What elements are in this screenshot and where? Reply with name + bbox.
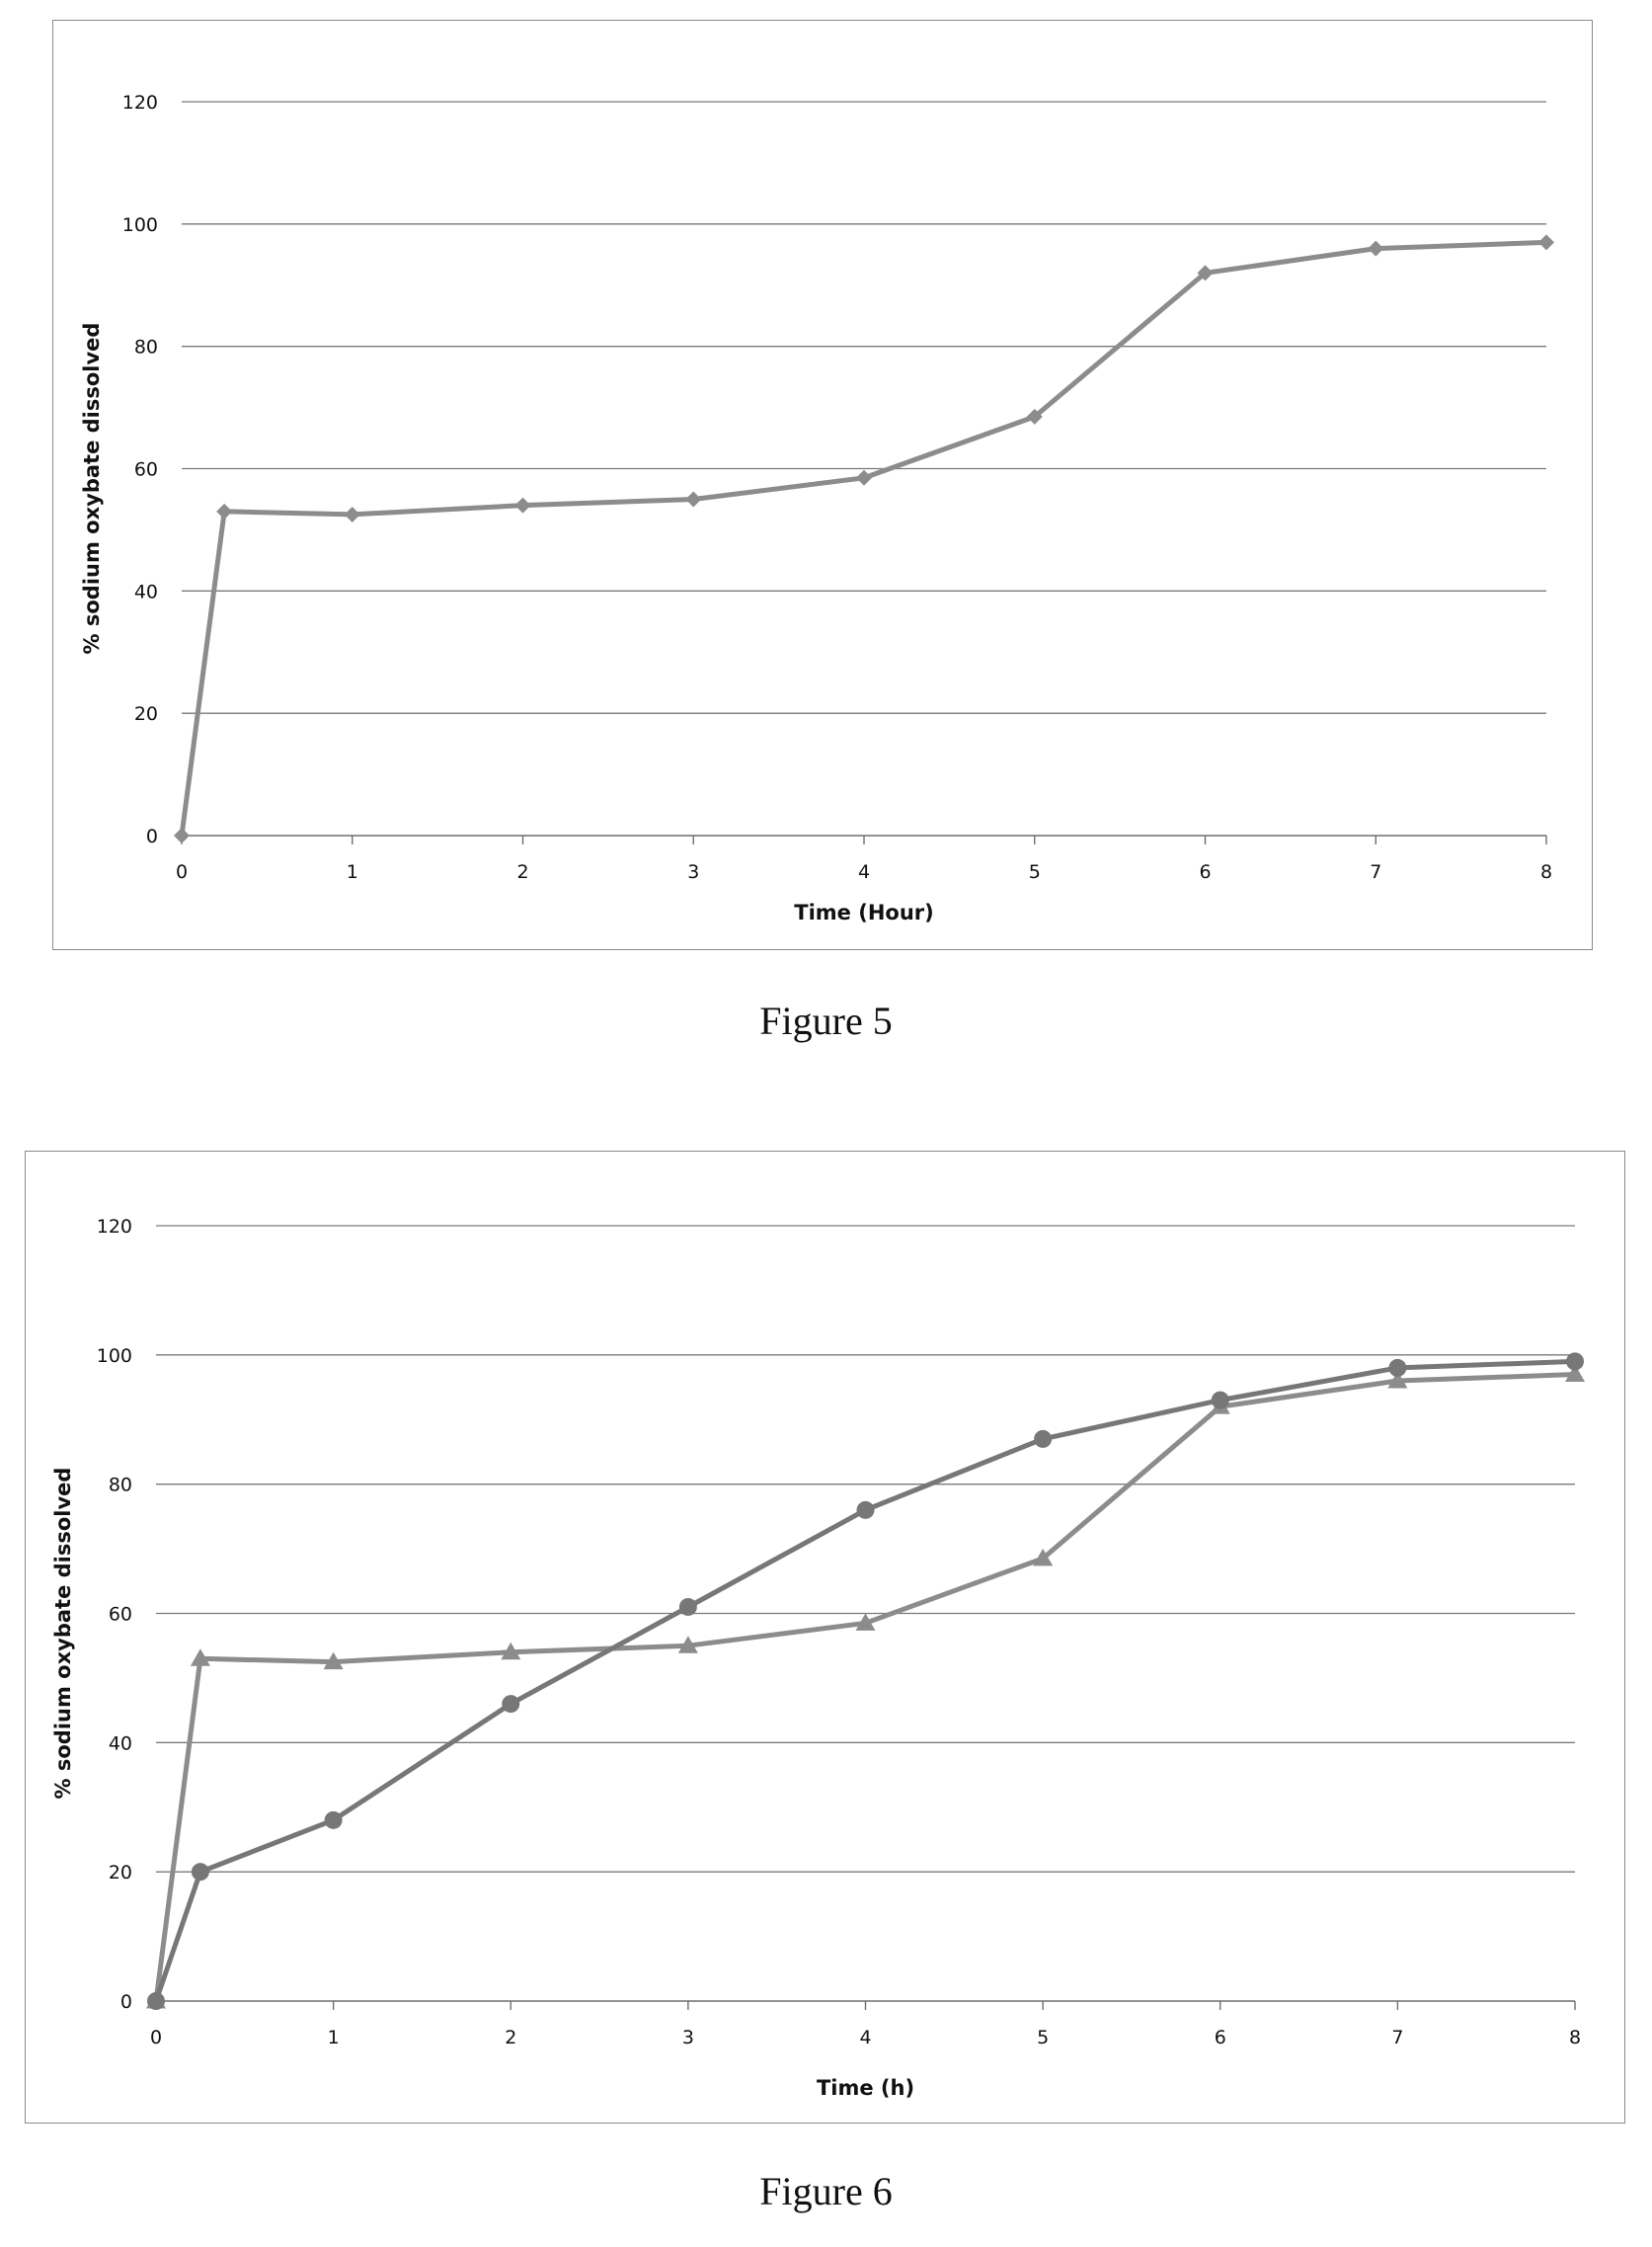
chart5-x-tick-label: 1: [347, 861, 358, 883]
chart6-x-tick-label: 8: [1569, 2027, 1581, 2048]
chart6-data-point-triangle: [1033, 1548, 1054, 1566]
chart6-x-tick-label: 7: [1391, 2027, 1403, 2048]
chart5-data-point-diamond: [174, 828, 190, 843]
chart6-data-point-circle: [678, 1597, 697, 1616]
chart6-y-axis-title: % sodium oxybate dissolved: [51, 1468, 75, 1800]
chart5-x-tick-label: 0: [176, 861, 188, 883]
chart6-data-point-triangle: [855, 1613, 876, 1631]
chart6-x-axis-title: Time (h): [817, 2076, 914, 2100]
chart5-data-point-diamond: [216, 503, 233, 520]
chart5-y-tick-label: 20: [134, 703, 158, 725]
figure-5-caption: Figure 5: [759, 999, 893, 1043]
chart6-x-tick-label: 1: [328, 2027, 340, 2048]
chart6-data-point-triangle: [501, 1642, 521, 1660]
chart5-data-point-diamond: [1197, 265, 1214, 281]
chart5-gridlines: [182, 101, 1546, 714]
chart6-y-tick-label: 40: [109, 1732, 132, 1754]
chart5-y-tick-label: 0: [146, 826, 158, 847]
chart5-x-tick-label: 2: [516, 861, 528, 883]
chart6-series-line-triangle: [153, 1372, 1578, 2004]
figure-6-chart: 0 20 40 60 80 100 120 0 1 2 3 4 5 6 7 8 Time (h) % sodium…: [51, 1216, 1585, 2100]
chart6-data-point-triangle: [677, 1636, 698, 1653]
chart6-x-tick-label: 6: [1215, 2027, 1226, 2048]
chart6-data-point-circle: [856, 1500, 875, 1519]
chart5-data-point-diamond: [344, 506, 360, 522]
chart6-data-point-circle: [147, 1992, 165, 2010]
chart6-data-point-circle: [324, 1810, 343, 1829]
chart5-data-point-diamond: [685, 491, 702, 508]
chart6-gridlines: [156, 1225, 1575, 1873]
chart5-x-axis-title: Time (Hour): [794, 901, 933, 924]
figure-6-chart-panel: 0 20 40 60 80 100 120 0 1 2 3 4 5 6 7 8 Time (h) % sodium…: [25, 1151, 1625, 2124]
chart6-data-point-triangle: [323, 1651, 344, 1670]
chart6-x-tick-label: 4: [859, 2027, 871, 2048]
chart6-y-tick-label: 100: [97, 1345, 132, 1367]
chart6-data-point-triangle: [1387, 1371, 1408, 1389]
chart6-x-tick-label: 0: [150, 2027, 162, 2048]
chart5-data-point-diamond: [1026, 408, 1043, 425]
chart6-data-point-circle: [191, 1863, 209, 1882]
chart5-x-tick-label: 5: [1029, 861, 1041, 883]
chart5-y-tick-label: 40: [134, 581, 158, 602]
chart6-x-tick-label: 2: [505, 2027, 516, 2048]
chart5-data-point-diamond: [1538, 234, 1554, 251]
chart6-y-tick-label: 80: [109, 1475, 132, 1496]
chart5-data-point-diamond: [514, 497, 531, 514]
chart5-y-tick-label: 120: [122, 92, 158, 114]
chart6-y-tick-label: 120: [97, 1216, 132, 1238]
chart6-y-tick-label: 20: [109, 1862, 132, 1884]
figure-5-chart-panel: 0 20 40 60 80 100 120 0 1 2 3 4 5 6 7 8 Time (Hour) % sod…: [52, 20, 1593, 950]
figure-5-chart: 0 20 40 60 80 100 120 0 1 2 3 4 5 6 7 8 Time (Hour) % sod…: [80, 92, 1554, 924]
chart5-y-tick-label: 60: [134, 459, 158, 481]
chart5-x-tick-label: 6: [1199, 861, 1211, 883]
chart5-x-tick-label: 4: [858, 861, 870, 883]
chart6-series-line-circle: [153, 1358, 1578, 2004]
chart6-data-point-circle: [1211, 1391, 1229, 1409]
chart5-data-point-diamond: [1368, 240, 1384, 257]
chart5-data-point-diamond: [856, 469, 872, 486]
figure-6-caption: Figure 6: [759, 2169, 893, 2213]
chart6-data-point-triangle: [1565, 1364, 1585, 1382]
chart6-series-triangle: [146, 1364, 1585, 2009]
chart6-data-point-circle: [502, 1695, 520, 1714]
chart5-series-diamond: [174, 234, 1554, 843]
chart6-x-tick-label: 5: [1037, 2027, 1049, 2048]
chart5-y-axis-title: % sodium oxybate dissolved: [80, 323, 104, 655]
chart5-x-tick-label: 3: [687, 861, 699, 883]
chart6-data-point-circle: [1388, 1358, 1407, 1377]
chart6-y-tick-label: 60: [109, 1604, 132, 1626]
chart5-x-tick-label: 7: [1370, 861, 1381, 883]
chart6-series-circle: [147, 1352, 1584, 2010]
chart6-data-point-circle: [1566, 1352, 1584, 1371]
chart6-y-tick-label: 0: [120, 1991, 132, 2013]
chart5-x-tick-label: 8: [1540, 861, 1552, 883]
chart6-x-tick-label: 3: [682, 2027, 694, 2048]
chart6-data-point-triangle: [190, 1648, 210, 1666]
chart5-y-tick-label: 80: [134, 337, 158, 359]
chart6-data-point-circle: [1034, 1429, 1053, 1448]
chart5-y-tick-label: 100: [122, 214, 158, 236]
chart5-series-line-diamond: [179, 239, 1549, 839]
